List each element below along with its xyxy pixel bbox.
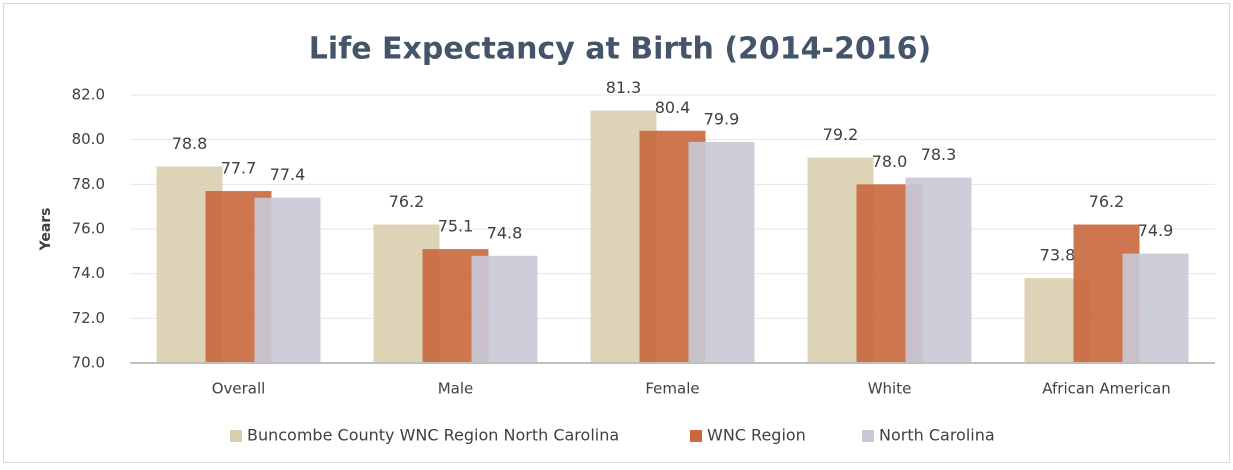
data-label: 75.1: [438, 217, 474, 236]
x-tick-label: Male: [438, 380, 474, 398]
data-label: 78.3: [921, 145, 957, 164]
bar: [905, 177, 972, 363]
x-tick-label: African American: [1042, 380, 1170, 398]
y-tick-label: 70.0: [72, 354, 105, 372]
bar: [471, 255, 538, 363]
y-tick-label: 82.0: [72, 86, 105, 104]
bar: [1122, 253, 1189, 363]
data-label: 76.2: [389, 192, 425, 211]
x-tick-label: White: [868, 380, 912, 398]
legend-swatch: [690, 430, 702, 442]
legend-label: Buncombe County WNC Region North Carolin…: [247, 426, 619, 445]
legend-label: North Carolina: [879, 426, 995, 445]
bar: [254, 197, 321, 363]
data-label: 78.0: [872, 152, 908, 171]
legend-swatch: [862, 430, 874, 442]
y-tick-label: 72.0: [72, 309, 105, 327]
legend-label: WNC Region: [707, 426, 806, 445]
data-label: 79.2: [823, 125, 859, 144]
chart-title: Life Expectancy at Birth (2014-2016): [309, 32, 931, 67]
data-label: 80.4: [655, 98, 691, 117]
y-tick-label: 74.0: [72, 264, 105, 282]
data-label: 77.7: [221, 159, 257, 178]
bar: [688, 141, 755, 363]
y-tick-label: 76.0: [72, 220, 105, 238]
y-tick-label: 78.0: [72, 175, 105, 193]
data-label: 76.2: [1089, 192, 1125, 211]
data-label: 81.3: [606, 78, 642, 97]
y-axis-label: Years: [38, 207, 54, 251]
y-tick-label: 80.0: [72, 130, 105, 148]
data-label: 74.8: [487, 223, 523, 242]
data-label: 77.4: [270, 165, 306, 184]
data-label: 73.8: [1040, 246, 1076, 265]
data-label: 74.9: [1138, 221, 1174, 240]
legend-swatch: [230, 430, 242, 442]
x-tick-label: Female: [645, 380, 699, 398]
data-label: 78.8: [172, 134, 208, 153]
x-tick-label: Overall: [212, 380, 266, 398]
data-label: 79.9: [704, 109, 740, 128]
